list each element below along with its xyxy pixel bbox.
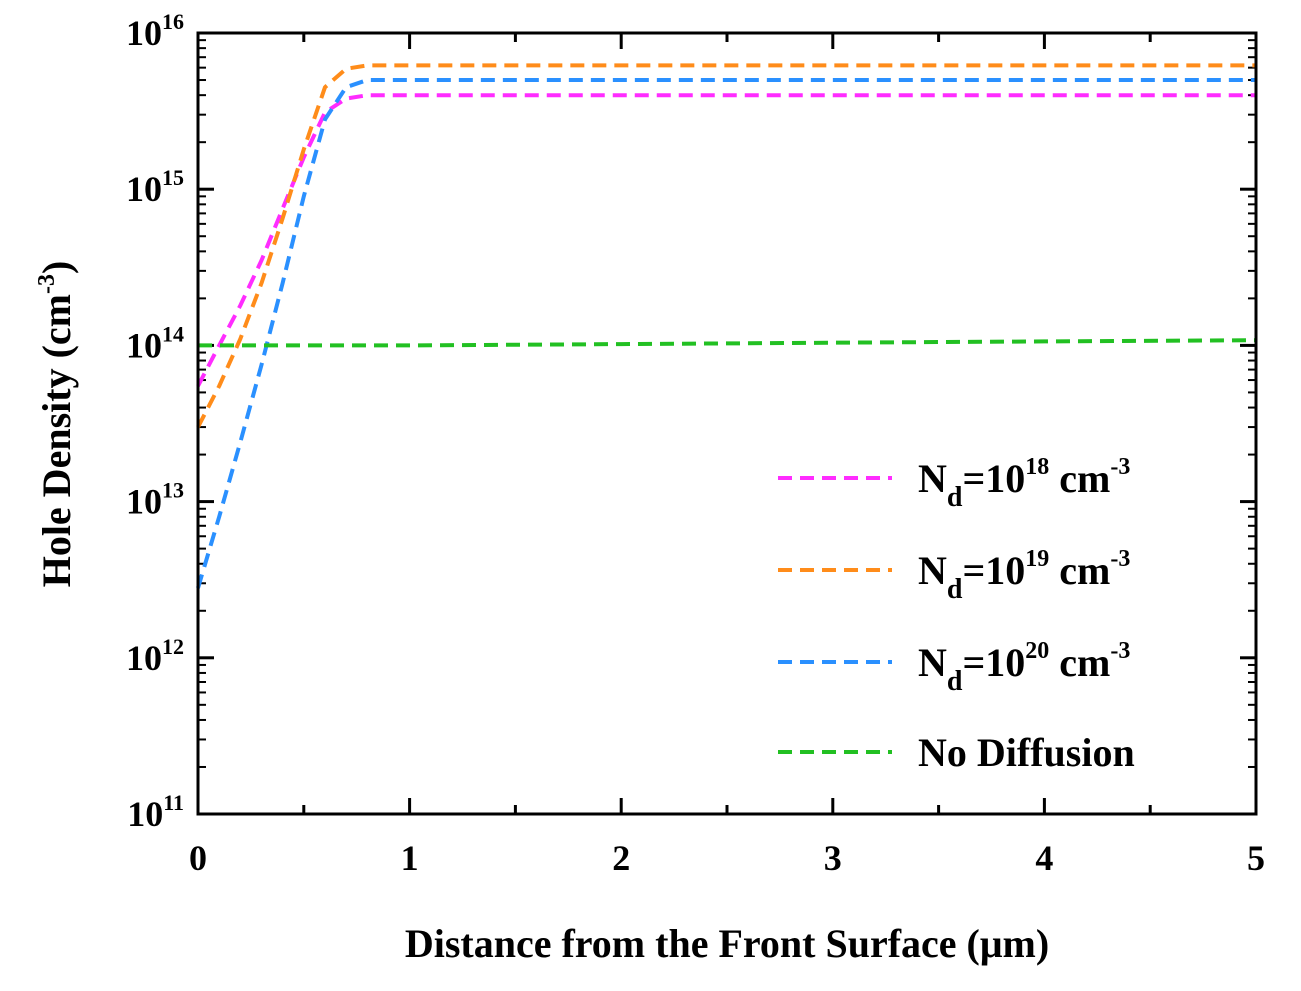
legend-label: No Diffusion	[918, 730, 1135, 775]
legend-label: Nd=1020 cm-3	[918, 638, 1130, 697]
series-lines	[196, 63, 1257, 589]
x-tick-label: 3	[824, 838, 842, 878]
legend: Nd=1018 cm-3 Nd=1019 cm-3 Nd=1020 cm-3 No D…	[778, 454, 1135, 775]
y-tick-label: 1012	[126, 634, 184, 678]
y-axis-label-tail: )	[34, 261, 79, 274]
x-tick-label: 5	[1247, 838, 1265, 878]
series-line-nd20	[196, 78, 1256, 589]
y-axis-label: Hole Density (cm-3)	[34, 261, 79, 588]
x-tick-label: 1	[401, 838, 419, 878]
x-tick-labels: 0 1 2 3 4 5	[189, 838, 1265, 878]
y-tick-label: 1011	[127, 790, 184, 834]
x-tick-label: 4	[1035, 838, 1053, 878]
legend-item-nd19: Nd=1019 cm-3	[778, 546, 1130, 605]
legend-item-nodiff: No Diffusion	[778, 730, 1135, 775]
x-tick-label: 0	[189, 838, 207, 878]
series-line-nd19	[196, 63, 1256, 429]
y-tick-label: 1016	[126, 9, 184, 53]
y-axis-label-base: Hole Density (cm	[34, 294, 79, 587]
y-tick-label: 1014	[126, 321, 184, 365]
series-line-nodiff	[198, 338, 1257, 348]
x-tick-label: 2	[612, 838, 630, 878]
legend-item-nd20: Nd=1020 cm-3	[778, 638, 1130, 697]
y-axis-label-sup: -3	[34, 274, 60, 294]
series-line-nd18	[196, 93, 1256, 387]
y-tick-label: 1013	[126, 478, 184, 522]
plot-frame	[196, 31, 1258, 816]
legend-item-nd18: Nd=1018 cm-3	[778, 454, 1130, 513]
legend-label: Nd=1018 cm-3	[918, 454, 1130, 513]
x-axis-label: Distance from the Front Surface (μm)	[405, 921, 1049, 966]
y-tick-labels: 1011 1012 1013 1014 1015 1016	[126, 9, 184, 834]
y-tick-label: 1015	[126, 165, 184, 209]
axis-ticks	[196, 31, 1258, 816]
legend-label: Nd=1019 cm-3	[918, 546, 1130, 605]
